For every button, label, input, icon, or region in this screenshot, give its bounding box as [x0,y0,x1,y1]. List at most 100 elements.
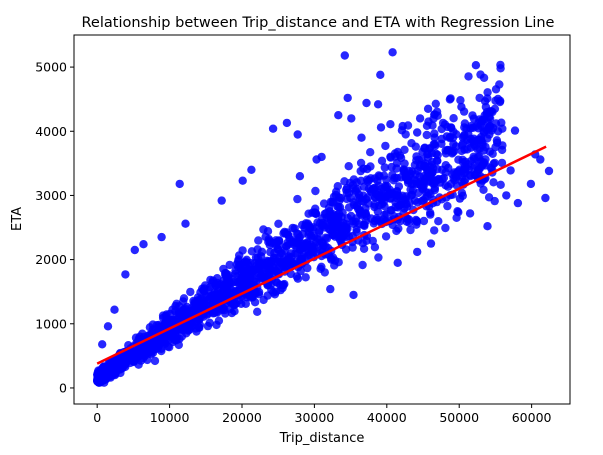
data-point [430,226,439,235]
data-point [179,294,189,303]
data-point [491,96,500,105]
data-point [359,244,369,253]
data-point [254,287,264,297]
data-point [343,93,352,103]
data-point [541,193,550,203]
data-point [372,190,381,199]
data-point [506,166,515,175]
data-point [316,245,325,255]
data-point [485,122,494,131]
data-point [130,245,139,255]
data-point [483,88,492,97]
data-point [497,158,507,168]
data-point [368,236,377,246]
data-point [458,139,467,148]
data-point [419,216,429,226]
data-point [334,233,344,242]
data-point [362,98,371,108]
x-tick-label: 60000 [512,410,552,425]
y-axis-label: ETA [10,207,25,231]
data-point [253,307,262,316]
data-point [211,294,220,303]
data-point [408,186,418,195]
data-point [175,179,184,189]
y-tick-label: 5000 [35,60,67,75]
data-point [492,136,502,145]
data-point [376,123,386,132]
data-point [456,96,465,105]
data-point [334,111,343,120]
data-point [355,220,364,229]
data-point [426,189,435,199]
data-point [468,123,478,132]
data-point [269,253,278,262]
data-point [239,261,249,271]
data-point [390,173,399,183]
data-point [400,159,409,168]
data-point [181,322,190,331]
data-point [373,207,382,216]
x-tick-label: 10000 [150,410,190,425]
data-point [381,232,391,241]
data-point [431,149,441,158]
data-point [247,247,257,256]
data-point [330,256,340,265]
data-point [377,156,387,165]
data-point [295,172,305,181]
data-point [351,187,360,196]
data-point [403,175,412,185]
data-point [447,149,457,158]
data-point [484,193,494,202]
data-point [111,369,120,378]
data-point [376,70,385,80]
data-point [496,60,505,70]
data-point [139,240,148,249]
data-point [441,161,450,170]
data-point [293,130,302,139]
data-point [268,124,278,133]
data-point [343,214,353,223]
data-point [311,209,321,218]
data-point [122,354,131,363]
data-point [297,254,306,264]
data-point [293,194,302,204]
data-point [150,356,160,366]
data-point [229,301,239,310]
data-point [410,160,420,170]
data-point [418,185,427,194]
data-point [386,120,395,129]
data-point [455,194,465,203]
data-point [449,139,458,149]
data-point [283,262,293,271]
x-axis-label: Trip_distance [279,431,365,446]
data-point [230,277,240,286]
data-point [459,131,468,141]
data-point [513,198,523,208]
data-point [301,219,311,228]
data-point [398,121,407,131]
data-point [479,146,488,155]
chart-title: Relationship between Trip_distance and E… [82,15,555,31]
data-point [153,344,162,353]
data-point [385,185,395,194]
data-point [423,173,432,182]
data-point [420,161,430,170]
data-point [254,258,264,267]
data-point [348,180,358,190]
data-point [289,236,298,245]
data-point [292,244,301,253]
data-point [464,72,473,81]
data-point [431,99,440,109]
y-tick-label: 2000 [35,252,67,267]
data-point [526,179,536,189]
data-point [214,316,224,325]
data-point [400,145,409,154]
data-point [272,267,281,277]
data-point [347,114,356,123]
data-point [149,337,158,347]
data-point [298,229,308,238]
data-point [199,298,208,307]
data-point [354,204,363,214]
data-point [479,185,488,194]
y-tick-label: 4000 [35,124,67,139]
